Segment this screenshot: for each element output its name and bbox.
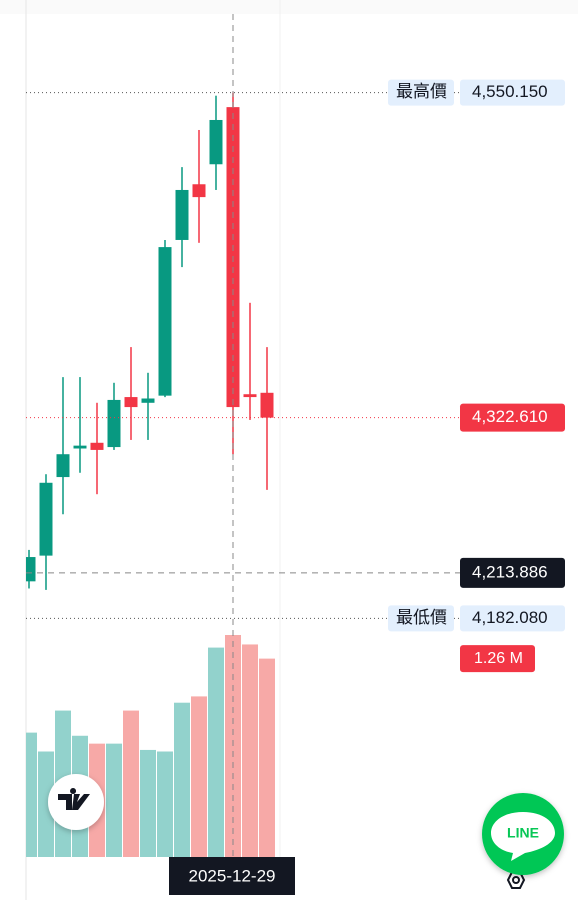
crosshair-price-bg — [460, 557, 565, 588]
high-value: 4,550.150 — [472, 82, 548, 101]
low-value-bg — [460, 605, 565, 632]
top-bar — [0, 0, 578, 14]
volume-label: 1.26 M — [474, 650, 523, 667]
candle-body — [260, 392, 274, 418]
date-label-bg — [169, 857, 295, 895]
crosshair-price: 4,213.886 — [472, 562, 548, 581]
candle-body — [73, 445, 87, 449]
volume-bar — [123, 710, 139, 857]
last-price-bg — [460, 403, 565, 432]
candle-body — [124, 397, 138, 408]
volume-bar — [208, 647, 224, 857]
candle-body — [107, 399, 121, 448]
low-label-bg — [388, 605, 454, 632]
volume-bar — [140, 749, 156, 857]
last-price: 4,322.610 — [472, 407, 548, 426]
candle-body — [209, 119, 223, 165]
volume-bar — [242, 644, 258, 857]
candle-body — [158, 247, 172, 396]
candle-body — [141, 398, 155, 403]
volume-bar — [191, 696, 207, 857]
candle-body — [175, 189, 189, 240]
volume-label-bg — [460, 645, 535, 673]
candle-body — [90, 442, 104, 450]
tv-logo[interactable] — [48, 774, 104, 830]
high-label-bg — [388, 79, 454, 106]
candle-body — [39, 482, 53, 556]
volume-bar — [157, 751, 173, 857]
volume-bar — [259, 658, 275, 857]
line-label: LINE — [507, 825, 539, 841]
volume-bar — [106, 743, 122, 857]
candle-body — [26, 557, 36, 582]
volume-bar — [38, 751, 54, 857]
line-button[interactable]: LINE — [482, 793, 564, 875]
candle-body — [56, 454, 70, 478]
volume-bar — [174, 702, 190, 857]
volume-bar — [26, 732, 37, 857]
high-value-bg — [460, 79, 565, 106]
candle-body — [243, 394, 257, 398]
candle-body — [192, 184, 206, 198]
low-label: 最低價 — [396, 608, 447, 627]
low-value: 4,182.080 — [472, 608, 548, 627]
date-label: 2025-12-29 — [189, 866, 276, 885]
high-label: 最高價 — [396, 82, 447, 101]
